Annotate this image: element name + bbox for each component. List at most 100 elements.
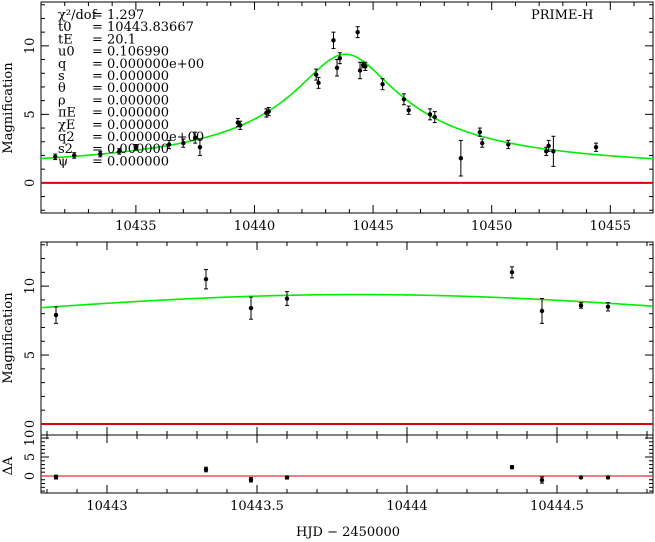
data-point (578, 475, 584, 480)
model-curve (40, 53, 654, 160)
param-value: = 10443.83667 (92, 20, 194, 35)
param-value: = 0.000000 (92, 81, 169, 96)
x-tick-label: 10435 (115, 219, 156, 234)
param-label: χE (58, 118, 75, 133)
x-tick-label: 10445 (352, 219, 393, 234)
data-point (509, 266, 515, 279)
param-label: q (58, 57, 66, 72)
data-marker (509, 465, 515, 470)
data-point (546, 139, 551, 152)
x-axis-label: HJD − 2450000 (296, 525, 400, 540)
data-marker (181, 140, 186, 146)
data-marker (334, 65, 340, 70)
fit-parameters: χ²/dof= 1.297 t0 = 10443.83667 tE = 20.1 u0 = … (58, 8, 204, 169)
data-marker (98, 151, 103, 157)
data-marker (331, 38, 336, 43)
param-value: = 0.000000 (92, 154, 169, 169)
top-panel-ylabel: Magnification (1, 62, 16, 154)
data-point (509, 465, 515, 470)
data-point (197, 138, 203, 156)
data-marker (480, 140, 485, 146)
y-tick-label: 0 (23, 179, 38, 187)
data-point (248, 296, 254, 320)
data-point (72, 152, 77, 159)
data-marker (539, 477, 545, 483)
top-plot-area: 10435 10440 10445 10450 10455 0 5 10 (23, 1, 654, 234)
data-marker (458, 155, 464, 161)
data-marker (605, 475, 611, 480)
data-marker (197, 145, 203, 150)
param-value: = 0.000000 (92, 93, 169, 108)
data-marker (578, 303, 584, 308)
data-marker (401, 97, 407, 102)
data-marker (427, 112, 433, 117)
data-marker (509, 270, 515, 275)
data-point (506, 139, 511, 150)
data-marker (117, 149, 122, 154)
x-tick-label: 10444 (386, 499, 427, 514)
plot-frame (40, 434, 654, 494)
param-label: s (58, 69, 65, 84)
data-point (380, 78, 385, 91)
data-marker (238, 123, 243, 128)
data-point (432, 111, 437, 124)
data-marker (53, 474, 59, 480)
data-marker (53, 312, 59, 318)
x-tick-label: 10450 (471, 219, 512, 234)
param-label: q2 (58, 130, 75, 145)
y-tick-label: 10 (23, 278, 38, 295)
data-point (316, 76, 321, 89)
data-point (53, 153, 58, 161)
data-marker (363, 64, 368, 69)
data-point (480, 138, 485, 148)
data-point (539, 298, 545, 324)
data-marker (432, 114, 437, 120)
x-tick-label: 10443.5 (230, 499, 284, 514)
data-point (458, 139, 464, 177)
param-value: = 0.000000e+00 (92, 57, 204, 72)
data-point (355, 26, 360, 39)
data-point (133, 143, 139, 151)
data-point (203, 269, 209, 290)
data-marker (266, 109, 271, 114)
residual-panel-ylabel: ΔA (1, 456, 16, 475)
x-tick-label: 10443 (86, 499, 127, 514)
plot-frame (40, 241, 654, 436)
data-point (401, 93, 407, 106)
y-tick-label: 5 (23, 351, 38, 359)
zoom-panel-ylabel: Magnification (1, 292, 16, 384)
model-curve (40, 293, 654, 309)
data-marker (192, 135, 198, 140)
data-marker (355, 29, 360, 35)
param-label: πE (58, 106, 76, 121)
top-panel: Magnification PRIME-H 10435 10440 10445 104… (1, 1, 654, 234)
data-point (248, 476, 254, 483)
zoom-panel: Magnification 0 5 10 (1, 241, 654, 436)
param-value: = 0.000000 (92, 118, 169, 133)
data-marker (380, 82, 385, 87)
y-tick-label: 0 (23, 472, 38, 480)
data-marker (578, 475, 584, 480)
data-point (331, 31, 336, 50)
data-point (117, 148, 122, 155)
data-point (357, 61, 363, 80)
data-marker (72, 153, 77, 158)
data-point (605, 475, 611, 480)
param-label: tE (58, 32, 73, 47)
data-point (98, 150, 103, 158)
data-point (334, 59, 340, 77)
param-value: = 20.1 (92, 32, 136, 47)
param-value: = 0.000000 (92, 106, 169, 121)
data-point (53, 306, 59, 324)
data-point (363, 61, 368, 72)
data-point (605, 302, 611, 312)
param-value: = 0.106990 (92, 45, 169, 60)
data-marker (406, 108, 411, 113)
data-point (578, 302, 584, 309)
data-marker (546, 143, 551, 149)
param-value: = 0.000000 (92, 69, 169, 84)
data-point (266, 107, 271, 117)
zoom-plot-area: 0 5 10 (23, 241, 654, 436)
